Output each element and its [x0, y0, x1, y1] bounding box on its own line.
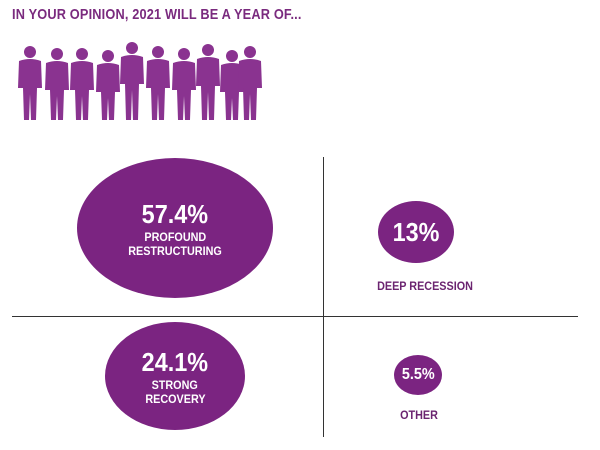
people-silhouettes-icon [18, 42, 262, 120]
person-silhouette [196, 44, 220, 120]
value-label: 24.1% [141, 346, 209, 377]
category-label-line: PROFOUND [144, 229, 206, 244]
category-label: OTHER [400, 408, 438, 422]
category-label-line: RECOVERY [144, 391, 206, 406]
person-silhouette [18, 46, 42, 120]
person-silhouette [220, 50, 244, 120]
category-label: DEEP RECESSION [377, 279, 473, 293]
bubble-strong-recovery: 24.1% STRONG RECOVERY [105, 322, 245, 430]
category-label-line: STRONG [151, 377, 199, 392]
person-silhouette [45, 48, 69, 120]
horizontal-divider [12, 316, 578, 317]
value-label: 13% [392, 216, 440, 247]
bubble-other: 5.5% [394, 355, 442, 395]
person-silhouette [96, 50, 120, 120]
page-title: IN YOUR OPINION, 2021 WILL BE A YEAR OF.… [12, 6, 302, 23]
person-silhouette [172, 48, 196, 120]
category-label-line: RESTRUCTURING [128, 243, 222, 258]
person-silhouette [70, 48, 94, 120]
value-label: 57.4% [141, 198, 209, 229]
value-label: 5.5% [401, 366, 435, 383]
vertical-divider [323, 157, 324, 437]
person-silhouette [238, 46, 262, 120]
bubble-deep-recession: 13% [378, 201, 454, 263]
person-silhouette [146, 46, 170, 120]
person-silhouette [120, 42, 144, 120]
bubble-profound-restructuring: 57.4% PROFOUND RESTRUCTURING [77, 158, 273, 298]
